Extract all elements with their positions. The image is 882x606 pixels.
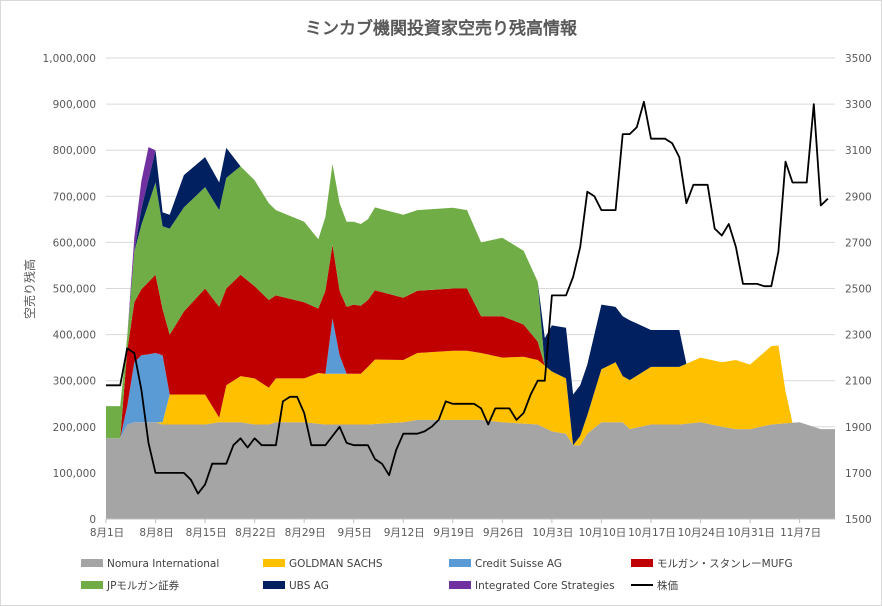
legend-label: Integrated Core Strategies xyxy=(475,580,615,592)
x-tick-label: 10月17日 xyxy=(628,527,676,539)
y2-tick-label: 2100 xyxy=(845,376,872,388)
y2-tick-label: 3300 xyxy=(845,99,872,111)
chart-title: ミンカブ機関投資家空売り残高情報 xyxy=(305,18,578,39)
price-series-line xyxy=(106,100,829,495)
legend-label: Credit Suisse AG xyxy=(475,558,562,570)
y-tick-label: 600,000 xyxy=(53,237,96,249)
y-tick-label: 200,000 xyxy=(53,422,96,434)
y-tick-label: 900,000 xyxy=(53,99,96,111)
legend-swatch xyxy=(81,581,103,589)
x-tick-label: 8月29日 xyxy=(285,527,326,539)
x-tick-label: 8月15日 xyxy=(186,527,227,539)
x-tick-label: 8月1日 xyxy=(90,527,124,539)
x-tick-label: 10月3日 xyxy=(532,527,573,539)
y2-tick-label: 2700 xyxy=(845,237,872,249)
x-tick-label: 9月5日 xyxy=(338,527,372,539)
legend-swatch xyxy=(263,559,285,567)
y2-tick-label: 2900 xyxy=(845,191,872,203)
y2-tick-label: 3100 xyxy=(845,145,872,157)
legend-label: JPモルガン証券 xyxy=(106,579,180,592)
legend-label: UBS AG xyxy=(289,580,329,592)
y-tick-label: 1,000,000 xyxy=(43,53,96,65)
legend-swatch xyxy=(449,559,471,567)
y-tick-label: 500,000 xyxy=(53,284,96,296)
x-tick-label: 8月8日 xyxy=(139,527,173,539)
area-series xyxy=(106,345,835,446)
y2-tick-label: 1700 xyxy=(845,468,872,480)
stacked-areas xyxy=(106,147,835,519)
axes: 0 100,000 200,000 300,000 400,000 500,000 600,… xyxy=(43,53,872,539)
y-tick-label: 700,000 xyxy=(53,191,96,203)
x-tick-label: 8月22日 xyxy=(235,527,276,539)
y-tick-label: 800,000 xyxy=(53,145,96,157)
legend-swatch xyxy=(263,581,285,589)
legend-label: Nomura International xyxy=(107,558,219,570)
x-tick-label: 10月31日 xyxy=(727,527,775,539)
x-tick-label: 9月26日 xyxy=(483,527,524,539)
y2-tick-label: 1900 xyxy=(845,422,872,434)
y-tick-label: 100,000 xyxy=(53,468,96,480)
area-series xyxy=(106,244,835,446)
legend: Nomura International GOLDMAN SACHS Credit … xyxy=(81,558,793,592)
price-line xyxy=(106,100,829,495)
legend-swatch xyxy=(81,559,103,567)
y-tick-label: 400,000 xyxy=(53,330,96,342)
x-tick-label: 9月19日 xyxy=(433,527,474,539)
x-tick-label: 10月24日 xyxy=(678,527,726,539)
y-tick-label: 300,000 xyxy=(53,376,96,388)
x-tick-label: 10月10日 xyxy=(579,527,627,539)
area-series xyxy=(106,164,835,446)
area-series xyxy=(106,419,835,519)
legend-label: GOLDMAN SACHS xyxy=(289,558,383,570)
legend-label: 株価 xyxy=(657,579,678,592)
y-tick-label: 0 xyxy=(89,514,96,526)
y-axis-label: 空売り残高 xyxy=(22,259,37,319)
x-tick-label: 11月7日 xyxy=(780,527,821,539)
y2-tick-label: 2500 xyxy=(845,284,872,296)
y2-tick-label: 1500 xyxy=(845,514,872,526)
legend-label: モルガン・スタンレーMUFG xyxy=(657,558,793,570)
y2-tick-label: 2300 xyxy=(845,330,872,342)
x-tick-label: 9月12日 xyxy=(384,527,425,539)
legend-swatch xyxy=(631,559,653,567)
y2-tick-label: 3500 xyxy=(845,53,872,65)
legend-swatch xyxy=(449,581,471,589)
